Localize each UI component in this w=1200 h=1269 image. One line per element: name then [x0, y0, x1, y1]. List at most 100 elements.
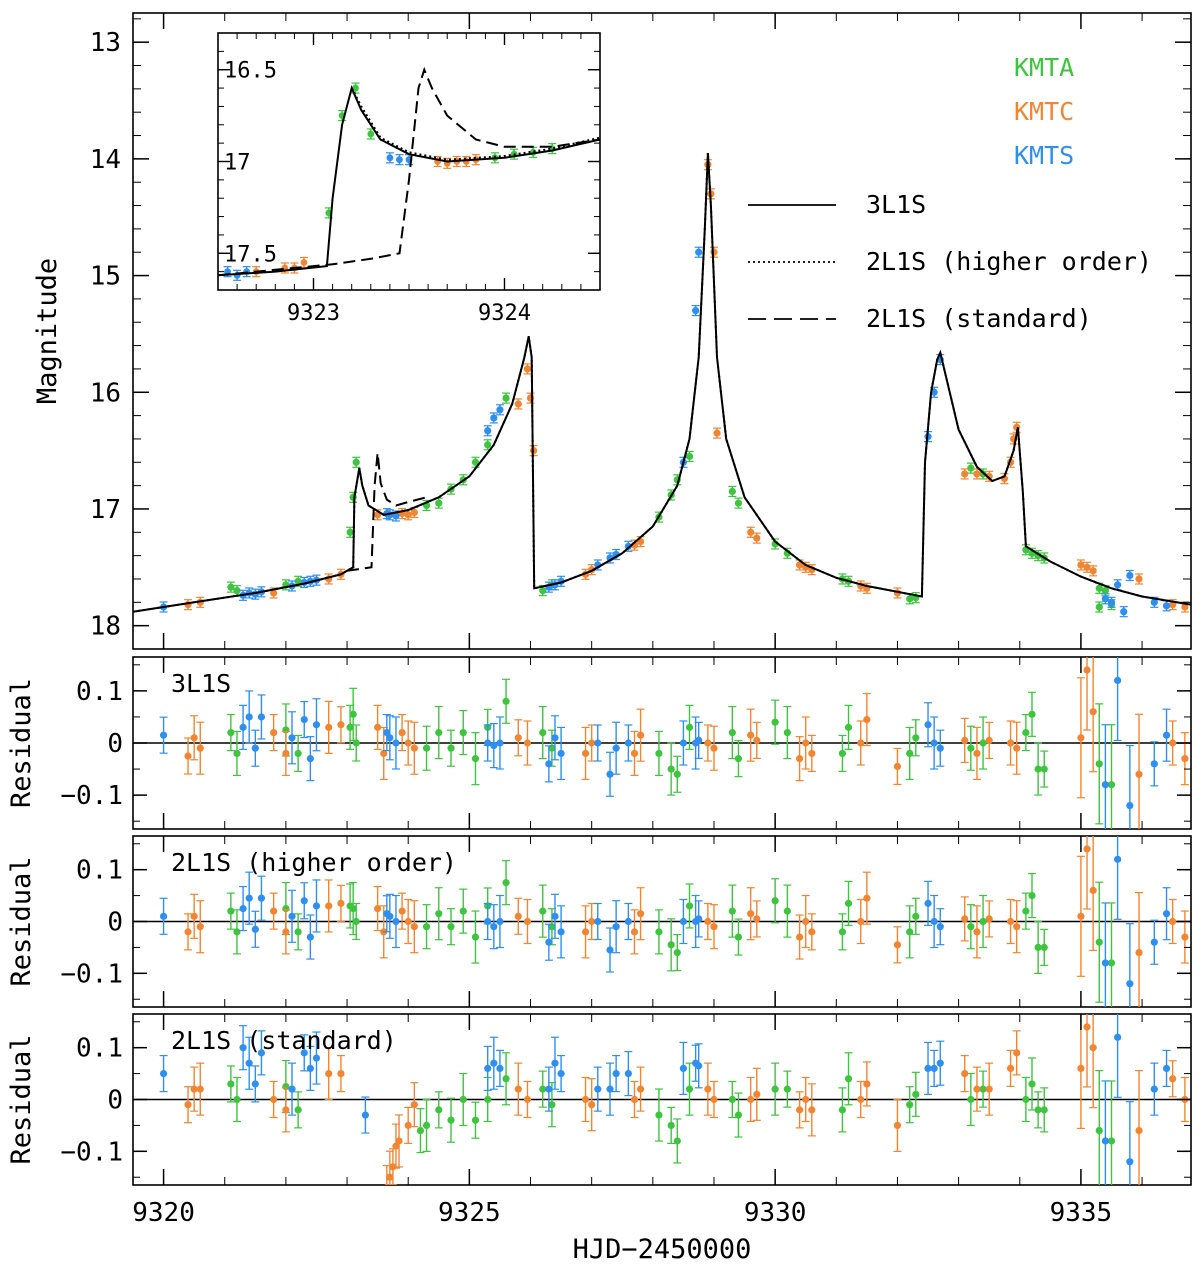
residual-point-kmtc [961, 1069, 969, 1078]
residual-point-kmta [1107, 959, 1116, 967]
residual-point-kmta [673, 948, 681, 957]
residual-point-kmtc [796, 1106, 804, 1114]
residual-point-kmtc [588, 917, 596, 926]
data-point-kmtc [961, 470, 969, 478]
legend-label-2l1s-standard: 2L1S (standard) [866, 304, 1092, 333]
residual-point-kmtc [1135, 948, 1143, 957]
residual-point-kmtc [398, 728, 406, 737]
residual-point-kmtc [630, 928, 639, 936]
residual-point-kmta [655, 928, 663, 936]
data-point-kmts [1126, 571, 1134, 580]
x-tick-label: 9320 [132, 1198, 195, 1228]
residual-y-axis-label: Residual [6, 678, 37, 808]
residual-y-axis-label: Residual [6, 1034, 37, 1164]
residual-point-kmts [496, 917, 504, 926]
inset-model-3l1s [218, 85, 600, 277]
residual-point-kmta [734, 1111, 743, 1119]
residual-point-kmtc [1089, 886, 1097, 895]
residual-point-kmtc [1013, 1049, 1021, 1057]
data-point-kmta [502, 394, 510, 402]
inset-point-kmta [352, 84, 359, 92]
data-point-kmta [734, 499, 743, 507]
residual-point-kmta [502, 697, 510, 705]
residual-point-kmta [539, 1085, 547, 1093]
residual-point-kmtc [893, 762, 902, 771]
residual-point-kmtc [392, 1142, 400, 1150]
residual-point-kmtc [523, 917, 532, 926]
data-point-kmts [1150, 598, 1158, 606]
residual-point-kmtc [857, 1095, 865, 1104]
residual-point-kmtc [1077, 912, 1085, 920]
residual-y-tick-label: 0.1 [76, 677, 123, 707]
residual-point-kmtc [1006, 1064, 1015, 1073]
residual-point-kmts [924, 721, 932, 729]
residual-point-kmtc [1006, 917, 1015, 926]
residual-point-kmts [239, 723, 247, 731]
residual-point-kmts [1114, 855, 1122, 863]
residual-point-kmts [936, 923, 944, 931]
residual-point-kmtc [808, 928, 816, 936]
residual-point-kmtc [796, 933, 804, 941]
residual-point-kmtc [1135, 770, 1143, 778]
residual-point-kmtc [1013, 923, 1021, 931]
data-point-kmts [695, 248, 703, 256]
data-point-kmtc [404, 511, 412, 519]
data-point-kmta [539, 587, 547, 595]
residual-point-kmta [548, 923, 556, 931]
residual-panel-label: 2L1S (higher order) [171, 848, 457, 877]
residual-point-kmtc [337, 721, 345, 729]
residual-point-kmts [484, 739, 492, 747]
residual-point-kmts [679, 1064, 688, 1073]
data-point-kmta [906, 595, 914, 603]
residual-point-kmts [1150, 938, 1158, 946]
residual-point-kmts [612, 1069, 620, 1078]
residual-point-kmta [447, 1116, 455, 1124]
residual-point-kmtc [325, 902, 333, 910]
residual-point-kmta [502, 879, 510, 887]
residual-point-kmts [545, 938, 553, 946]
residual-point-kmts [257, 713, 266, 721]
residual-point-kmtc [380, 749, 388, 758]
residual-point-kmta [435, 728, 443, 737]
residual-point-kmts [312, 721, 321, 729]
residual-point-kmts [624, 1069, 632, 1078]
data-point-kmta [435, 499, 443, 507]
residual-point-kmts [159, 912, 168, 920]
residual-point-kmts [312, 1054, 321, 1062]
residual-point-kmta [1040, 943, 1048, 952]
residual-point-kmts [545, 760, 553, 768]
residual-point-kmta [294, 749, 302, 758]
residual-point-kmtc [704, 739, 712, 747]
residual-point-kmtc [270, 907, 278, 915]
residual-point-kmta [734, 933, 743, 941]
residual-point-kmts [936, 1059, 944, 1067]
residual-point-kmtc [190, 1085, 198, 1093]
residual-point-kmta [548, 1101, 556, 1109]
data-point-kmtc [1089, 567, 1097, 575]
residual-point-kmts [1162, 1064, 1171, 1073]
residual-point-kmtc [1006, 739, 1015, 747]
residual-point-kmtc [1169, 1075, 1177, 1083]
residual-point-kmta [1022, 907, 1030, 915]
residual-point-kmtc [636, 1085, 645, 1093]
data-point-kmta [233, 587, 241, 595]
residual-point-kmtc [704, 917, 712, 926]
residual-point-kmtc [1181, 755, 1189, 763]
inset-point-kmts [396, 156, 403, 164]
residual-point-kmta [673, 1137, 681, 1145]
inset-point-kmtc [300, 259, 308, 266]
residual-point-kmts [251, 925, 259, 933]
residual-point-kmts [551, 734, 559, 742]
residual-point-kmtc [630, 1095, 639, 1104]
residual-point-kmta [459, 1095, 467, 1104]
residual-point-kmtc [190, 912, 198, 920]
data-point-kmta [484, 441, 492, 449]
residual-point-kmta [979, 1085, 987, 1093]
inset-point-kmts [386, 154, 394, 162]
residual-panel-2l1s-standard: 0.1 0 −0.1 9320 9325 9330 9335 2L1S (standard) R… [6, 1013, 1192, 1228]
residual-point-kmts [1162, 731, 1171, 739]
residual-point-kmts [612, 744, 620, 752]
residual-point-kmtc [747, 910, 755, 918]
data-point-kmtc [1077, 561, 1085, 569]
residual-point-kmtc [325, 723, 333, 731]
